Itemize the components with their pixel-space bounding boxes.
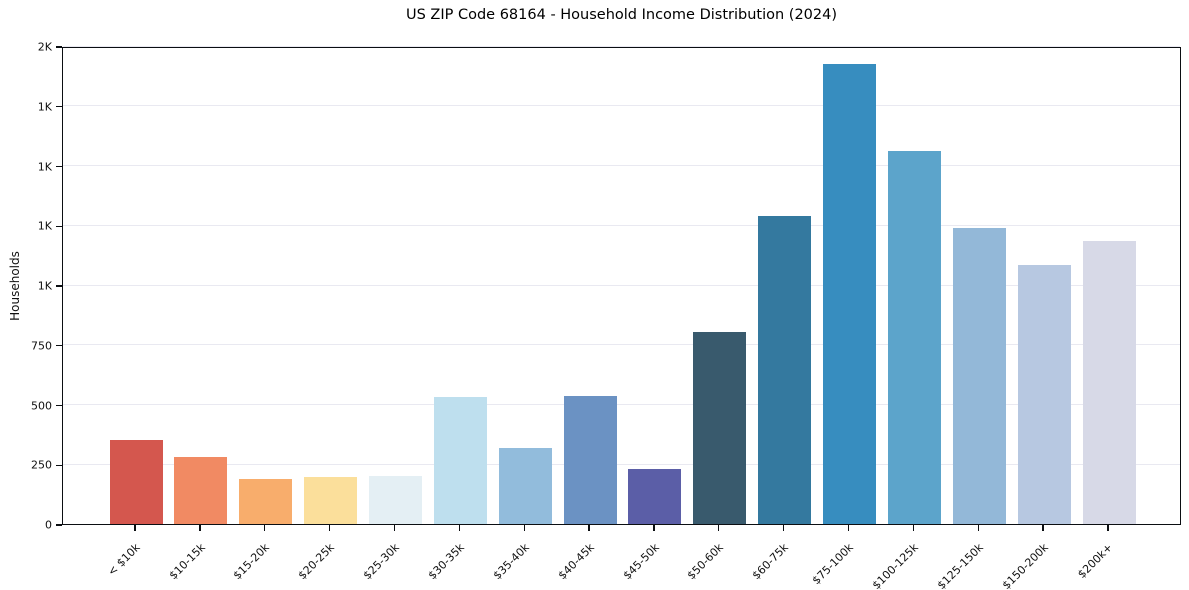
x-tick-label: $20-25k (295, 540, 338, 583)
bar-$75-100k (823, 63, 877, 524)
y-tick-label: 750 (31, 339, 52, 353)
y-tick-label: 1K (37, 100, 52, 114)
x-tick-label: $45-50k (620, 540, 662, 583)
x-tick-label: $60-75k (749, 540, 792, 583)
y-tick-mark (56, 345, 62, 347)
gridline (63, 344, 1180, 346)
x-tick-label: < $10k (105, 540, 143, 579)
y-tick-mark (56, 464, 62, 466)
y-tick-mark (56, 106, 62, 108)
y-tick-mark (56, 46, 62, 48)
x-tick-mark (264, 525, 266, 531)
gridline (63, 404, 1180, 405)
bar-$60-75k (758, 215, 812, 524)
bar-$150-200k (1017, 264, 1071, 524)
x-tick-label: $30-35k (425, 540, 467, 583)
y-tick-label: 1K (37, 160, 52, 173)
bar-$45-50k (628, 469, 682, 524)
x-tick-mark (523, 525, 525, 531)
x-tick-label: $15-20k (231, 540, 273, 583)
bar-$50-60k (693, 331, 747, 524)
y-tick-label: 500 (31, 399, 52, 412)
bar-$125-150k (952, 227, 1006, 524)
x-tick-label: $125-150k (934, 540, 986, 590)
bar-$30-35k (433, 397, 487, 524)
x-tick-mark (782, 525, 785, 531)
gridline (63, 45, 1180, 47)
gridline (63, 165, 1180, 166)
y-tick-label: 0 (45, 518, 52, 532)
bar-$100-125k (887, 151, 941, 524)
y-tick-mark (56, 524, 62, 526)
bar-$40-45k (563, 396, 617, 524)
x-tick-mark (134, 525, 136, 531)
x-tick-label: $75-100k (809, 540, 857, 588)
y-tick-mark (56, 404, 62, 407)
x-tick-mark (393, 525, 396, 531)
x-tick-label: $150-200k (999, 540, 1051, 590)
x-tick-mark (458, 525, 461, 531)
x-tick-label: $10-15k (166, 540, 208, 583)
x-tick-label: $200k+ (1075, 540, 1116, 581)
y-tick-label: 250 (31, 458, 52, 472)
x-tick-mark (653, 525, 655, 531)
y-tick-mark (56, 165, 62, 168)
plot-area (62, 45, 1181, 525)
y-tick-label: 1K (37, 219, 52, 233)
x-tick-mark (847, 525, 850, 531)
x-tick-mark (588, 525, 590, 531)
x-tick-mark (1107, 525, 1109, 531)
x-tick-label: $25-30k (360, 540, 403, 583)
gridline (63, 284, 1180, 286)
x-tick-mark (1042, 525, 1044, 531)
y-tick-mark (56, 285, 62, 287)
bar-$35-40k (498, 447, 552, 524)
x-tick-mark (718, 525, 720, 531)
bar-$20-25k (304, 477, 358, 524)
gridline (63, 224, 1180, 226)
y-tick-mark (56, 225, 62, 227)
bar-$200k+ (1082, 240, 1136, 524)
bar-$15-20k (239, 478, 293, 524)
gridline (63, 105, 1180, 107)
y-tick-label: 1K (37, 279, 52, 293)
x-tick-mark (977, 525, 979, 531)
bar-$25-30k (368, 476, 422, 524)
x-tick-label: $40-45k (555, 540, 597, 583)
x-tick-label: $35-40k (490, 540, 532, 583)
chart-title: US ZIP Code 68164 - Household Income Dis… (405, 7, 838, 23)
x-tick-label: $100-125k (869, 540, 921, 590)
bar-$10-15k (174, 457, 228, 524)
y-tick-label: 2K (37, 40, 52, 54)
x-tick-mark (199, 525, 201, 531)
x-tick-mark (328, 525, 331, 531)
bar-< $10k (109, 440, 163, 524)
gridline (63, 463, 1180, 465)
x-tick-label: $50-60k (685, 540, 727, 583)
x-tick-mark (912, 525, 915, 531)
